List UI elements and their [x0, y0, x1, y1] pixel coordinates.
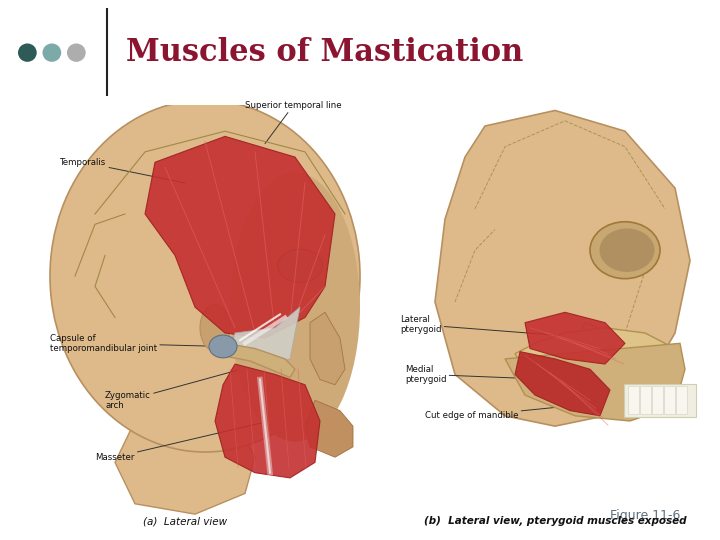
FancyBboxPatch shape	[639, 386, 650, 414]
FancyBboxPatch shape	[628, 386, 639, 414]
Ellipse shape	[42, 44, 61, 62]
Text: Masseter: Masseter	[95, 421, 270, 462]
Text: Medial
pterygoid: Medial pterygoid	[405, 364, 555, 384]
Ellipse shape	[590, 222, 660, 279]
Polygon shape	[575, 322, 675, 400]
Text: Capsule of
temporomandibular joint: Capsule of temporomandibular joint	[50, 334, 223, 353]
Polygon shape	[305, 400, 353, 457]
Text: Zygomatic
arch: Zygomatic arch	[105, 364, 260, 410]
Ellipse shape	[67, 44, 86, 62]
Polygon shape	[223, 343, 295, 377]
Text: Lateral
pterygoid: Lateral pterygoid	[400, 315, 555, 335]
Polygon shape	[310, 312, 345, 384]
FancyBboxPatch shape	[675, 386, 686, 414]
Polygon shape	[145, 136, 335, 338]
Text: Superior temporal line: Superior temporal line	[245, 101, 341, 144]
Polygon shape	[515, 328, 680, 410]
Text: Figure 11-6: Figure 11-6	[610, 509, 680, 522]
Text: (b)  Lateral view, pterygoid muscles exposed: (b) Lateral view, pterygoid muscles expo…	[424, 516, 686, 526]
Ellipse shape	[200, 305, 230, 351]
FancyBboxPatch shape	[624, 384, 696, 417]
Ellipse shape	[209, 335, 237, 358]
Polygon shape	[215, 364, 320, 478]
Text: Temporalis: Temporalis	[60, 158, 185, 183]
Text: Muscles of Mastication: Muscles of Mastication	[126, 37, 523, 68]
Polygon shape	[525, 312, 625, 364]
FancyBboxPatch shape	[652, 386, 662, 414]
Text: Cut edge of mandible: Cut edge of mandible	[425, 406, 575, 420]
Ellipse shape	[600, 228, 654, 272]
Polygon shape	[115, 400, 255, 514]
Text: (a)  Lateral view: (a) Lateral view	[143, 516, 227, 526]
FancyBboxPatch shape	[664, 386, 675, 414]
Ellipse shape	[277, 249, 323, 282]
Ellipse shape	[50, 100, 360, 452]
Polygon shape	[435, 111, 690, 426]
Polygon shape	[230, 307, 300, 364]
Ellipse shape	[18, 44, 37, 62]
Polygon shape	[505, 343, 685, 421]
Polygon shape	[515, 352, 610, 416]
Ellipse shape	[230, 173, 360, 442]
